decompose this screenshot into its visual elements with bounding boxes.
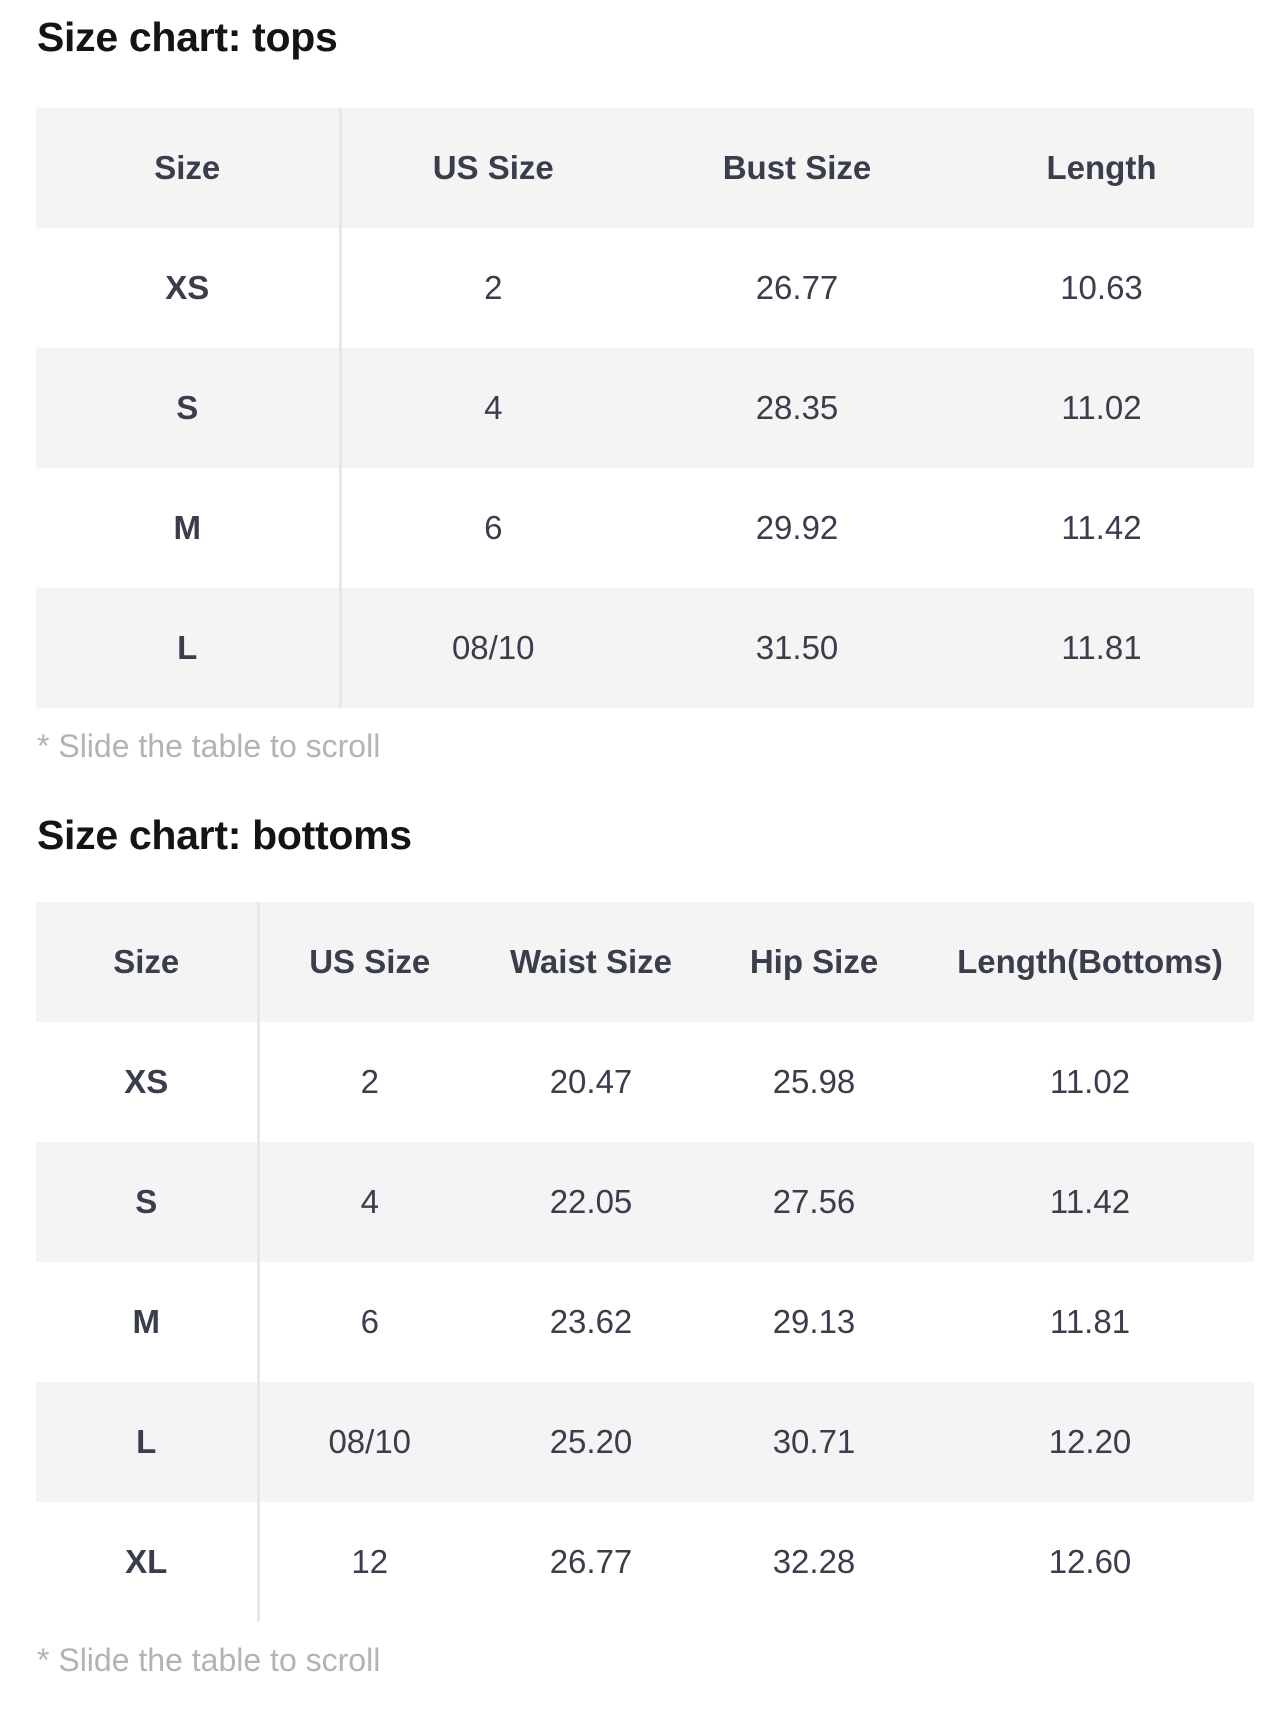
size-label-cell: M xyxy=(36,1262,260,1382)
table-cell: 2 xyxy=(484,269,503,306)
table-row: M 6 23.62 29.13 11.81 xyxy=(36,1262,1254,1382)
table-cell: 27.56 xyxy=(772,1183,856,1220)
size-label-cell: L xyxy=(36,588,342,708)
column-header: US Size xyxy=(309,943,431,980)
size-label-cell: XL xyxy=(36,1502,260,1622)
table-row: S 4 22.05 27.56 11.42 xyxy=(36,1142,1254,1262)
size-label-cell: L xyxy=(36,1382,260,1502)
table-cell: 22.05 xyxy=(549,1183,633,1220)
column-header: Length(Bottoms) xyxy=(957,943,1223,980)
table-cell: 4 xyxy=(360,1183,379,1220)
table-header-row: Size US Size Waist Size Hip Size Length(Bott… xyxy=(36,902,1254,1022)
table-cell: 32.28 xyxy=(772,1543,856,1580)
table-cell: 30.71 xyxy=(772,1423,856,1460)
table-row: S 4 28.35 11.02 xyxy=(36,348,1254,468)
table-cell: 08/10 xyxy=(451,629,535,666)
tops-title: Size chart: tops xyxy=(37,14,338,60)
column-header: Length xyxy=(1046,149,1157,186)
bottoms-size-table[interactable]: Size US Size Waist Size Hip Size Length(Bott… xyxy=(36,902,1256,1622)
table-cell: 11.81 xyxy=(1061,629,1142,666)
table-cell: 12.20 xyxy=(1048,1423,1132,1460)
table-header-row: Size US Size Bust Size Length xyxy=(36,108,1254,228)
table-row: XS 2 20.47 25.98 11.02 xyxy=(36,1022,1254,1142)
table-cell: 12 xyxy=(351,1543,389,1580)
table-row: L 08/10 31.50 11.81 xyxy=(36,588,1254,708)
size-label-cell: S xyxy=(36,348,342,468)
table-cell: 11.02 xyxy=(1049,1063,1131,1100)
table-cell: 10.63 xyxy=(1060,269,1143,306)
table-cell: 6 xyxy=(484,509,503,546)
size-label-cell: XS xyxy=(36,1022,260,1142)
table-cell: 31.50 xyxy=(755,629,839,666)
column-header: Bust Size xyxy=(722,149,872,186)
table-cell: 29.92 xyxy=(755,509,839,546)
table-row: XS 2 26.77 10.63 xyxy=(36,228,1254,348)
table-cell: 11.02 xyxy=(1061,389,1142,426)
table-cell: 26.77 xyxy=(549,1543,633,1580)
tops-scroll-note: * Slide the table to scroll xyxy=(37,728,381,764)
table-cell: 12.60 xyxy=(1048,1543,1132,1580)
table-cell: 4 xyxy=(484,389,503,426)
column-header: Size xyxy=(36,108,342,228)
bottoms-scroll-note: * Slide the table to scroll xyxy=(37,1642,381,1678)
table-cell: 28.35 xyxy=(755,389,839,426)
column-header: Size xyxy=(36,902,260,1022)
table-cell: 20.47 xyxy=(549,1063,633,1100)
table-cell: 2 xyxy=(360,1063,379,1100)
table-cell: 11.81 xyxy=(1049,1303,1131,1340)
table-cell: 25.98 xyxy=(772,1063,856,1100)
size-label-cell: M xyxy=(36,468,342,588)
size-label-cell: S xyxy=(36,1142,260,1262)
table-cell: 26.77 xyxy=(755,269,839,306)
table-row: M 6 29.92 11.42 xyxy=(36,468,1254,588)
column-header: Hip Size xyxy=(749,943,879,980)
size-label-cell: XS xyxy=(36,228,342,348)
table-row: L 08/10 25.20 30.71 12.20 xyxy=(36,1382,1254,1502)
column-header: US Size xyxy=(432,149,554,186)
table-row: XL 12 26.77 32.28 12.60 xyxy=(36,1502,1254,1622)
table-cell: 08/10 xyxy=(328,1423,412,1460)
table-cell: 25.20 xyxy=(549,1423,633,1460)
table-cell: 11.42 xyxy=(1061,509,1142,546)
column-header: Waist Size xyxy=(510,943,672,980)
tops-size-table[interactable]: Size US Size Bust Size Length XS 2 26.77 10.63 S… xyxy=(36,108,1254,708)
bottoms-title: Size chart: bottoms xyxy=(37,812,412,858)
table-cell: 6 xyxy=(360,1303,379,1340)
table-cell: 23.62 xyxy=(549,1303,633,1340)
table-cell: 29.13 xyxy=(772,1303,856,1340)
table-cell: 11.42 xyxy=(1049,1183,1131,1220)
